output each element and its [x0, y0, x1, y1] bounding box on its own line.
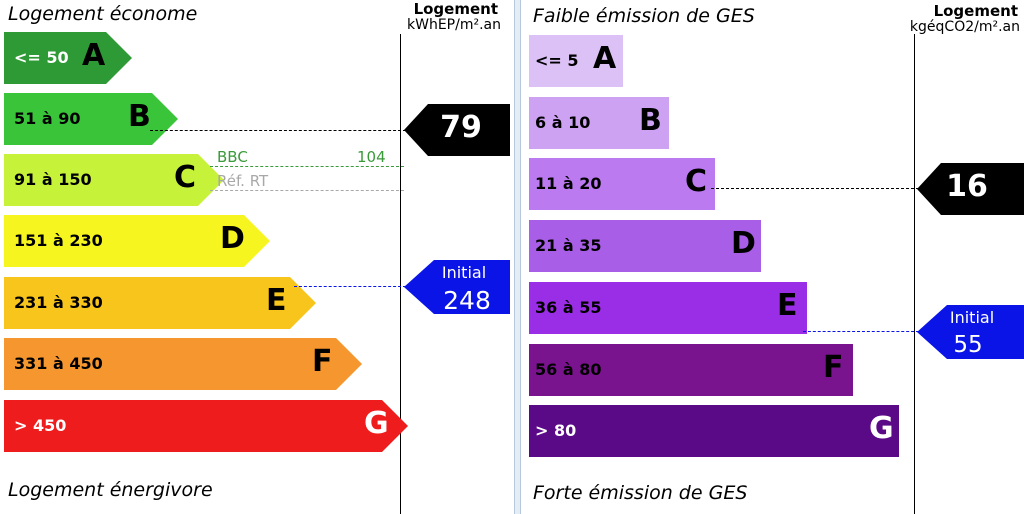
energy-class-range: 151 à 230	[14, 231, 103, 250]
energy-class-letter: G	[364, 406, 389, 441]
ges-column-line	[914, 34, 915, 514]
ges-heading-top: Faible émission de GES	[533, 5, 755, 27]
energy-initial-label: Initial	[441, 263, 487, 282]
energy-class-range: 331 à 450	[14, 354, 103, 373]
ges-class-letter: G	[869, 411, 894, 446]
rt-reference-line	[210, 190, 404, 191]
ges-class-range: <= 5	[535, 51, 579, 70]
energy-class-bar-f: 331 à 450 F	[4, 338, 362, 390]
ges-class-bar-b: 6 à 10 B	[529, 97, 669, 149]
energy-class-letter: B	[128, 99, 151, 134]
ges-column-unit: kgéqCO2/m².an	[909, 19, 1020, 35]
ges-current-value: 16	[946, 169, 988, 204]
energy-class-bar-g: > 450 G	[4, 400, 408, 452]
energy-panel: Logement économe Logement kWhEP/m².an <=…	[4, 0, 510, 514]
ges-class-range: 56 à 80	[535, 360, 602, 379]
ges-initial-dashline	[803, 331, 919, 332]
ges-class-bar-e: 36 à 55 E	[529, 282, 807, 334]
ges-class-range: > 80	[535, 421, 577, 440]
energy-heading-top: Logement économe	[8, 3, 198, 25]
energy-initial-dashline	[294, 286, 406, 287]
ges-class-bar-f: 56 à 80 F	[529, 344, 853, 396]
energy-heading-bottom: Logement énergivore	[8, 479, 213, 501]
energy-class-bar-a: <= 50 A	[4, 32, 132, 84]
ges-class-letter: A	[593, 41, 617, 76]
ges-initial-label: Initial	[949, 308, 995, 327]
energy-current-value: 79	[440, 110, 482, 145]
energy-class-letter: E	[266, 283, 287, 318]
ges-initial-value: 55	[953, 332, 983, 358]
ges-class-range: 6 à 10	[535, 113, 591, 132]
energy-class-range: <= 50	[14, 48, 69, 67]
ges-class-bar-c: 11 à 20 C	[529, 158, 715, 210]
ges-class-range: 36 à 55	[535, 298, 602, 317]
ges-current-dashline	[711, 188, 919, 189]
ges-class-letter: D	[731, 226, 756, 261]
energy-column-unit: kWhEP/m².an	[407, 17, 501, 33]
panel-divider	[514, 0, 521, 514]
energy-current-arrow	[404, 104, 510, 156]
ges-class-range: 21 à 35	[535, 236, 602, 255]
ges-class-letter: E	[777, 288, 798, 323]
energy-class-range: 91 à 150	[14, 170, 92, 189]
energy-current-dashline	[150, 130, 406, 131]
ges-class-letter: C	[685, 164, 708, 199]
energy-class-letter: D	[220, 221, 245, 256]
energy-class-bar-d: 151 à 230 D	[4, 215, 270, 267]
ges-class-letter: F	[823, 350, 844, 385]
energy-class-range: > 450	[14, 416, 67, 435]
ges-heading-bottom: Forte émission de GES	[533, 482, 748, 504]
energy-column-line	[400, 34, 401, 514]
bbc-reference-value: 104	[357, 148, 386, 166]
energy-class-letter: C	[174, 160, 197, 195]
energy-class-bar-b: 51 à 90 B	[4, 93, 178, 145]
ges-column-title: Logement	[933, 2, 1018, 20]
energy-class-bar-e: 231 à 330 E	[4, 277, 316, 329]
ges-class-bar-d: 21 à 35 D	[529, 220, 761, 272]
ges-panel: Faible émission de GES Logement kgéqCO2/…	[521, 0, 1024, 514]
rt-reference-label: Réf. RT	[217, 172, 269, 190]
energy-class-range: 231 à 330	[14, 293, 103, 312]
energy-class-letter: A	[82, 38, 106, 73]
energy-class-letter: F	[312, 344, 333, 379]
bbc-reference-line	[210, 166, 404, 167]
ges-current-arrow	[917, 163, 1024, 215]
energy-initial-arrow	[404, 260, 510, 314]
ges-class-bar-g: > 80 G	[529, 405, 899, 457]
energy-initial-value: 248	[443, 286, 491, 315]
energy-class-range: 51 à 90	[14, 109, 81, 128]
bbc-reference-label: BBC	[217, 148, 248, 166]
ges-class-bar-a: <= 5 A	[529, 35, 623, 87]
ges-class-range: 11 à 20	[535, 174, 602, 193]
energy-class-bar-c: 91 à 150 C	[4, 154, 224, 206]
energy-column-title: Logement	[413, 0, 498, 18]
ges-initial-arrow	[917, 305, 1024, 359]
ges-class-letter: B	[639, 103, 662, 138]
